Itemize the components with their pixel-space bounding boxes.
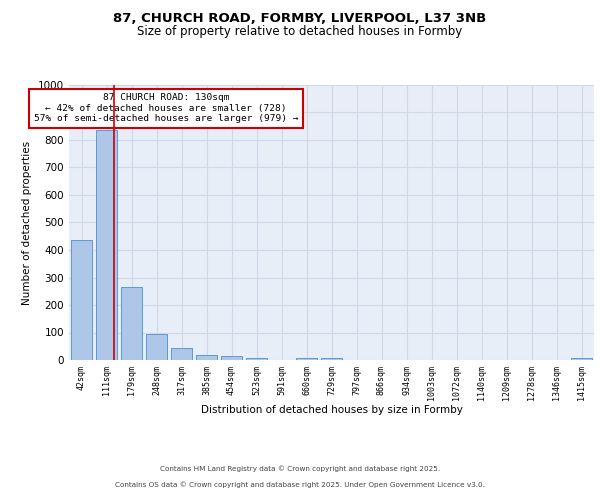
Text: 87, CHURCH ROAD, FORMBY, LIVERPOOL, L37 3NB: 87, CHURCH ROAD, FORMBY, LIVERPOOL, L37 …: [113, 12, 487, 26]
Bar: [321, 358, 342, 360]
Bar: [121, 287, 142, 360]
Bar: [146, 334, 167, 360]
Y-axis label: Number of detached properties: Number of detached properties: [22, 140, 32, 304]
Bar: [296, 358, 317, 360]
Text: Size of property relative to detached houses in Formby: Size of property relative to detached ho…: [137, 25, 463, 38]
Text: Contains HM Land Registry data © Crown copyright and database right 2025.: Contains HM Land Registry data © Crown c…: [160, 466, 440, 472]
Bar: [71, 240, 92, 360]
Bar: [96, 130, 117, 360]
Bar: [196, 354, 217, 360]
Bar: [571, 358, 592, 360]
Text: Contains OS data © Crown copyright and database right 2025. Under Open Governmen: Contains OS data © Crown copyright and d…: [115, 481, 485, 488]
Text: 87 CHURCH ROAD: 130sqm
← 42% of detached houses are smaller (728)
57% of semi-de: 87 CHURCH ROAD: 130sqm ← 42% of detached…: [34, 93, 298, 123]
Bar: [246, 358, 267, 360]
X-axis label: Distribution of detached houses by size in Formby: Distribution of detached houses by size …: [200, 406, 463, 415]
Bar: [171, 348, 192, 360]
Bar: [221, 356, 242, 360]
